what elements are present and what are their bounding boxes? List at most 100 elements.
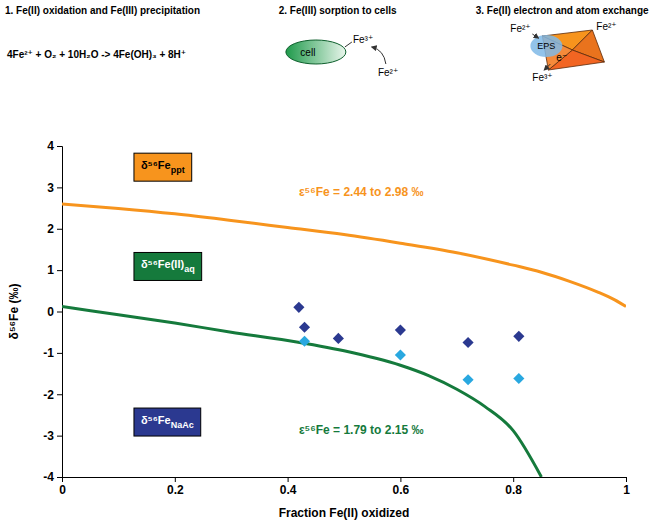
x-tick: 0.8 [505, 477, 522, 497]
marks [62, 204, 626, 477]
y-tick-label: 3 [47, 181, 54, 195]
y-tick-label: -2 [43, 388, 54, 402]
panel-title: 2. Fe(III) sorption to cells [279, 5, 397, 16]
series-label: δ⁵⁶Feppt [134, 153, 192, 181]
ion-label: Fe³⁺ [532, 72, 552, 83]
series-label: δ⁵⁶FeNaAc [134, 408, 201, 436]
ion-label: Fe²⁺ [596, 21, 616, 32]
y-tick-mark [57, 270, 62, 271]
y-tick: -2 [43, 388, 62, 402]
series-line [62, 307, 541, 477]
series-name: δ⁵⁶FeNaAc [141, 414, 194, 430]
schematic: 1. Fe(II) oxidation and Fe(III) precipit… [5, 5, 649, 83]
cell-label: cell [300, 47, 315, 58]
cell-shape [286, 40, 346, 64]
x-tick: 0.6 [393, 477, 410, 497]
x-tick: 1 [623, 477, 630, 497]
x-tick-mark [288, 477, 289, 482]
y-tick-label: -4 [43, 470, 54, 484]
series-name: δ⁵⁶Fe(II)aq [141, 258, 195, 274]
name-sub: NaAc [171, 420, 194, 430]
y-tick-label: 4 [47, 139, 54, 153]
name-sub: aq [184, 264, 195, 274]
x-tick-mark [626, 477, 627, 482]
x-tick-mark [175, 477, 176, 482]
x-tick: 0 [59, 477, 66, 497]
data-point [513, 373, 524, 384]
y-tick-label: 1 [47, 263, 54, 277]
y-tick-mark [57, 229, 62, 230]
data-point [395, 325, 406, 336]
data-point [299, 322, 310, 333]
exchange-arrow [532, 34, 538, 38]
name-main: δ⁵⁶Fe [141, 414, 171, 426]
label-box [134, 408, 201, 436]
panel-title: 3. Fe(II) electron and atom exchange [476, 5, 649, 16]
x-tick-label: 0.2 [167, 483, 184, 497]
y-tick: 1 [47, 263, 62, 277]
y-tick-mark [57, 187, 62, 188]
y-tick-label: 2 [47, 222, 54, 236]
equation: 4Fe²⁺ + O₂ + 10H₂O -> 4Fe(OH)₃ + 8H⁺ [7, 49, 186, 60]
data-point [293, 302, 304, 313]
y-tick: 2 [47, 222, 62, 236]
annotation: ε⁵⁶Fe = 2.44 to 2.98 ‰ [299, 185, 424, 199]
data-point [299, 336, 310, 347]
y-tick-label: -3 [43, 429, 54, 443]
y-tick-mark [57, 312, 62, 313]
x-tick-label: 1 [623, 483, 630, 497]
sorption-arrow [372, 47, 386, 64]
x-tick-mark [400, 477, 401, 482]
y-tick: 4 [47, 139, 62, 153]
x-axis-title: Fraction Fe(II) oxidized [279, 506, 410, 520]
data-point [463, 337, 474, 348]
panel-title: 1. Fe(II) oxidation and Fe(III) precipit… [5, 5, 200, 16]
ion-label: Fe²⁺ [510, 23, 530, 34]
x-axis: 0 0.2 0.4 0.6 0.8 1 [59, 477, 630, 497]
x-tick-label: 0 [59, 483, 66, 497]
series-line [62, 204, 626, 307]
x-axis-line [63, 478, 627, 483]
x-tick-label: 0.4 [280, 483, 297, 497]
data-point [333, 333, 344, 344]
y-tick: -3 [43, 429, 62, 443]
y-tick: 3 [47, 181, 62, 195]
data-point [395, 349, 406, 360]
y-tick-label: -1 [43, 346, 54, 360]
y-axis: -4 -3 -2 -1 0 1 2 3 4 [43, 139, 62, 484]
y-tick: -4 [43, 470, 62, 484]
series-label: δ⁵⁶Fe(II)aq [134, 252, 202, 280]
y-tick-mark [57, 394, 62, 395]
y-tick-mark [57, 477, 62, 478]
data-point [513, 331, 524, 342]
y-tick-mark [57, 436, 62, 437]
y-tick: 0 [47, 305, 62, 319]
x-tick-label: 0.8 [505, 483, 522, 497]
electron-label: e⁻ [556, 52, 567, 63]
label-box [134, 252, 202, 280]
x-tick: 0.2 [167, 477, 184, 497]
name-main: δ⁵⁶Fe [141, 159, 171, 171]
ion-label: Fe³⁺ [353, 34, 373, 45]
x-tick: 0.4 [280, 477, 297, 497]
bond-line [345, 42, 352, 47]
y-tick: -1 [43, 346, 62, 360]
x-tick-mark [513, 477, 514, 482]
x-tick-label: 0.6 [393, 483, 410, 497]
exchange-arrow [544, 64, 550, 70]
ion-label: Fe²⁺ [378, 67, 398, 78]
eps-label: EPS [537, 41, 555, 51]
data-point [463, 374, 474, 385]
series-name: δ⁵⁶Feppt [141, 159, 185, 175]
mineral-facet [548, 50, 604, 70]
label-box [134, 153, 192, 181]
y-axis-line [57, 147, 63, 478]
y-tick-mark [57, 146, 62, 147]
series-labels: δ⁵⁶Fepptδ⁵⁶Fe(II)aqδ⁵⁶FeNaAc [134, 153, 202, 436]
y-tick-mark [57, 353, 62, 354]
name-sub: ppt [171, 165, 185, 175]
y-tick-label: 0 [47, 305, 54, 319]
y-axis-title: δ⁵⁶Fe (‰) [7, 284, 21, 340]
name-main: δ⁵⁶Fe(II) [141, 258, 185, 270]
annotation: ε⁵⁶Fe = 1.79 to 2.15 ‰ [299, 423, 424, 437]
